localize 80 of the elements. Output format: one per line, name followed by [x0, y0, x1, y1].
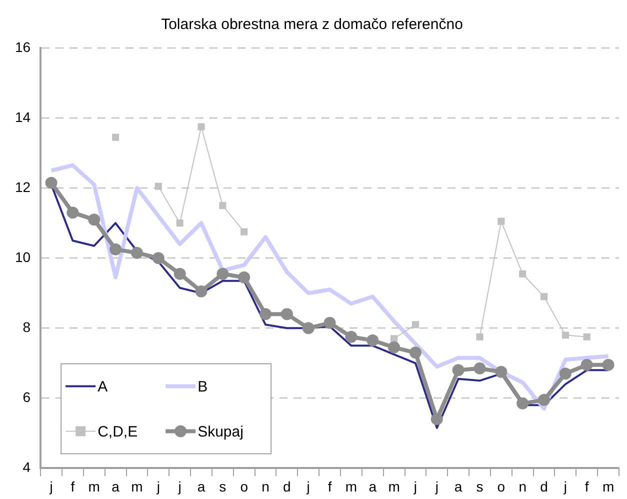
point	[519, 270, 526, 278]
x-tick-label: n	[518, 478, 526, 494]
point	[412, 321, 420, 328]
y-tick-label: 16	[14, 38, 31, 55]
point	[130, 246, 143, 259]
point	[174, 268, 186, 280]
legend-label: A	[98, 378, 108, 396]
point	[112, 134, 120, 141]
x-tick-label: n	[262, 478, 270, 494]
y-tick-label: 8	[22, 318, 31, 335]
point	[516, 397, 529, 410]
x-tick-label: m	[131, 478, 143, 494]
point	[388, 341, 400, 354]
point	[366, 334, 379, 346]
point	[583, 333, 590, 340]
point	[45, 176, 58, 189]
point	[176, 220, 184, 227]
x-tick-label: s	[476, 478, 484, 494]
x-tick-label: j	[434, 478, 438, 494]
point	[219, 202, 226, 210]
y-tick-label: 12	[14, 178, 31, 195]
x-tick-label: f	[70, 478, 75, 494]
x-tick-label: m	[602, 478, 614, 494]
x-tick-label: j	[156, 478, 160, 494]
x-tick-label: f	[328, 478, 332, 494]
x-tick-label: j	[48, 478, 53, 494]
point	[580, 358, 593, 371]
point	[238, 271, 250, 284]
x-tick-label: a	[197, 478, 206, 494]
point	[280, 308, 293, 320]
x-tick-label: s	[219, 478, 226, 494]
x-tick-label: j	[177, 478, 182, 494]
x-tick-label: a	[112, 478, 120, 494]
point	[559, 368, 572, 380]
x-tick-label: f	[584, 478, 589, 494]
point	[540, 293, 548, 300]
point	[498, 218, 505, 225]
legend-label: Skupaj	[198, 423, 244, 440]
point	[495, 366, 508, 378]
legend-label: B	[198, 378, 208, 396]
x-tick-label: d	[540, 478, 548, 494]
x-tick-label: a	[454, 478, 462, 494]
point	[452, 364, 464, 376]
x-tick-label: m	[88, 478, 100, 494]
point	[198, 123, 205, 130]
x-tick-label: m	[345, 478, 358, 494]
point	[66, 206, 79, 219]
chart-title: Tolarska obrestna mera z domačo referenčno	[161, 16, 463, 34]
point	[260, 308, 272, 320]
x-tick-label: d	[283, 478, 291, 494]
x-tick-label: m	[388, 478, 400, 494]
point	[216, 268, 229, 280]
point	[240, 228, 248, 236]
x-tick-label: o	[497, 478, 506, 494]
x-tick-label: a	[368, 478, 377, 494]
point	[430, 413, 443, 426]
point	[562, 332, 569, 339]
point	[474, 362, 486, 374]
y-tick-label: 10	[14, 248, 31, 265]
x-tick-label: o	[240, 478, 248, 494]
x-tick-label: j	[412, 478, 418, 494]
x-tick-label: j	[306, 478, 310, 494]
point	[602, 358, 614, 371]
point	[88, 214, 100, 226]
point	[302, 322, 314, 334]
point	[538, 394, 550, 406]
point	[345, 330, 358, 343]
y-tick-label: 6	[22, 389, 31, 406]
point	[476, 333, 484, 340]
point	[390, 335, 398, 342]
y-tick-label: 4	[22, 459, 31, 476]
legend-label: C,D,E	[98, 423, 138, 440]
point	[409, 346, 422, 359]
x-tick-label: j	[562, 478, 568, 494]
y-tick-label: 14	[14, 108, 31, 125]
point	[195, 285, 208, 298]
point	[154, 182, 162, 190]
point	[324, 316, 336, 329]
point	[152, 252, 164, 264]
point	[110, 243, 122, 256]
